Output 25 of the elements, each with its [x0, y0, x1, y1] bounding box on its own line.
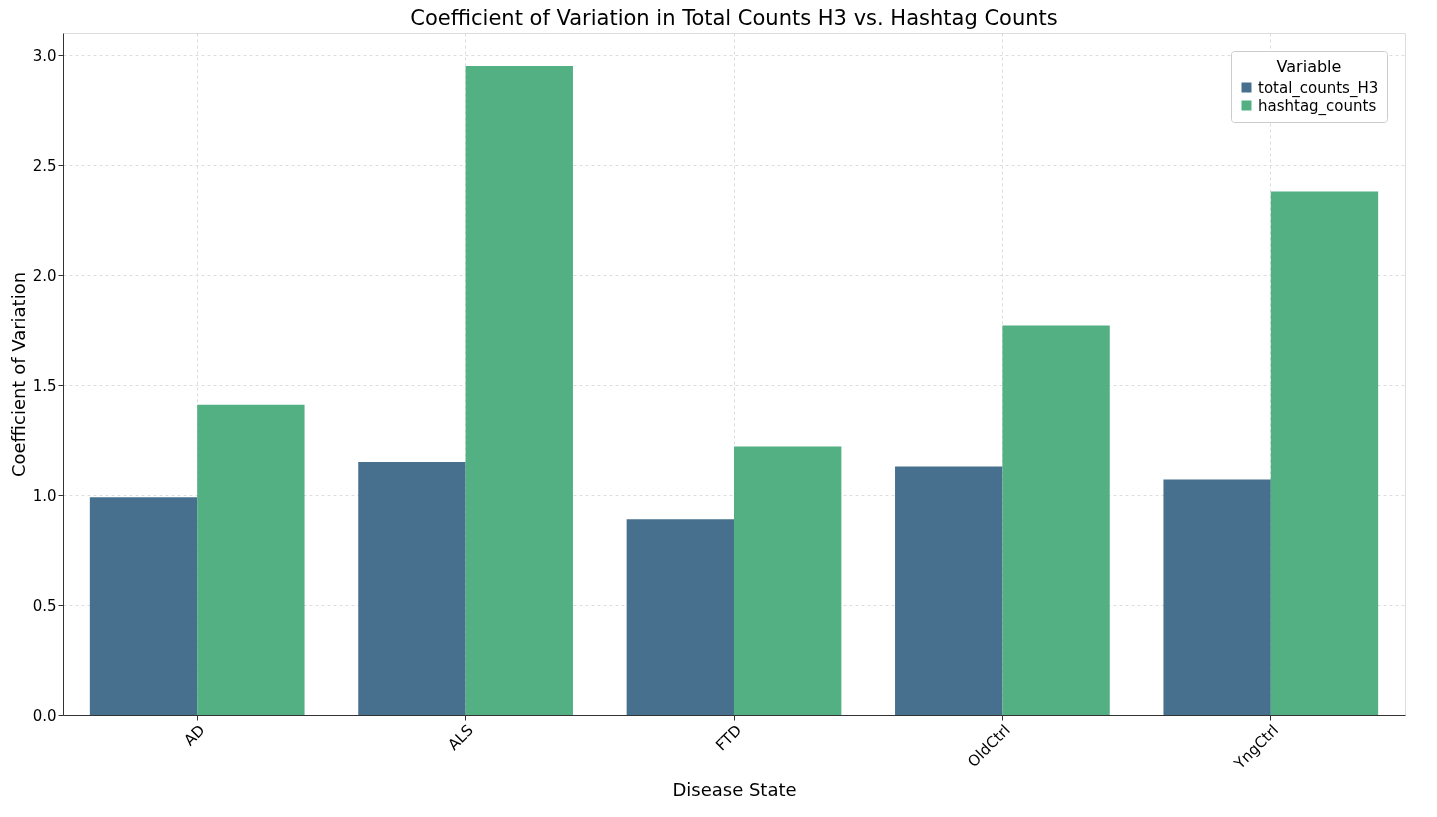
y-tick-label: 0.0 — [32, 706, 57, 725]
legend-label: total_counts_H3 — [1258, 78, 1379, 98]
bar — [1270, 191, 1379, 715]
bar — [1002, 325, 1110, 715]
bar — [465, 66, 573, 715]
x-axis-title: Disease State — [672, 778, 797, 800]
bar — [1163, 479, 1271, 715]
bar — [358, 462, 466, 715]
y-tick-label: 1.0 — [32, 486, 57, 505]
y-axis-title: Coefficient of Variation — [7, 271, 29, 478]
chart-title: Coefficient of Variation in Total Counts H3 vs. Hashtag Counts — [410, 6, 1058, 30]
y-tick-label: 3.0 — [32, 46, 57, 65]
bar — [197, 404, 305, 715]
y-tick-label: 2.5 — [32, 156, 57, 175]
bar — [734, 446, 842, 715]
bar — [626, 519, 734, 715]
legend-title: Variable — [1276, 57, 1342, 76]
x-tick-label: FTD — [712, 721, 746, 755]
y-tick-label: 2.0 — [32, 266, 57, 285]
x-tick-label: AD — [180, 721, 209, 750]
bar — [895, 466, 1003, 715]
y-tick-label: 0.5 — [32, 596, 57, 615]
bar — [89, 497, 198, 715]
legend-label: hashtag_counts — [1258, 96, 1377, 116]
y-tick-label: 1.5 — [32, 376, 57, 395]
